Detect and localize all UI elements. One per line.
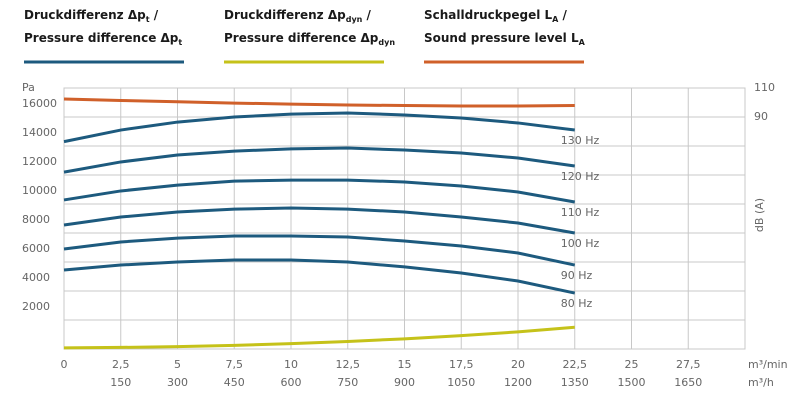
legend-text: Pressure difference Δp [224,31,379,45]
legend-label: Pressure difference Δpt [24,31,182,48]
y2-tick-label: 90 [754,110,768,123]
x-tick-label: 15 [398,358,412,371]
x-tick-label: 5 [174,358,181,371]
legend-sub: A [579,38,586,47]
curve-label: 100 Hz [561,237,600,250]
legend-sub: dyn [346,15,363,24]
legend-text: / [150,8,159,22]
x-tick-label: 7,5 [226,358,244,371]
legend-text: / [362,8,371,22]
x2-tick-label: 1500 [618,376,646,389]
curve-label: 90 Hz [561,269,593,282]
x2-tick-label: 450 [224,376,245,389]
series-line [63,178,576,204]
legend-label: Druckdifferenz Δpt / [24,8,159,25]
x2-tick-label: 1200 [504,376,532,389]
x2-tick-label: 300 [167,376,188,389]
legend-text: Druckdifferenz Δp [24,8,146,22]
y2-axis-label: dB (A) [753,198,766,232]
x2-tick-label: 1650 [674,376,702,389]
y-tick-label: 8000 [22,213,50,226]
x-tick-label: 22,5 [563,358,588,371]
x2-axis-label: m³/h [748,376,774,389]
x-axis-label: m³/min [748,358,788,371]
legend-text: Sound pressure level L [424,31,579,45]
legend-label: Schalldruckpegel LA / [424,8,568,25]
legend-text: Druckdifferenz Δp [224,8,346,22]
series-line [63,146,575,174]
y-tick-label: 12000 [22,155,57,168]
x-tick-label: 10 [284,358,298,371]
series-line [63,206,576,235]
x2-tick-label: 1350 [561,376,589,389]
legend-text: Pressure difference Δp [24,31,179,45]
y2-tick-label: 110 [754,81,775,94]
y-axis-label: Pa [22,81,35,94]
x2-tick-label: 150 [110,376,131,389]
curve-label: 80 Hz [561,297,593,310]
x-tick-label: 2,5 [112,358,130,371]
legend-sub: dyn [378,38,395,47]
y-tick-label: 6000 [22,242,50,255]
legend-text: / [558,8,567,22]
series-line [63,111,575,144]
legend-label: Pressure difference Δpdyn [224,31,395,48]
curve-label: 120 Hz [561,170,600,183]
x2-tick-label: 750 [337,376,358,389]
x-tick-label: 0 [61,358,68,371]
series-line [63,258,576,295]
y-tick-label: 10000 [22,184,57,197]
curve-label: 110 Hz [561,206,600,219]
x-tick-label: 12,5 [336,358,361,371]
series-line [63,325,575,350]
y-tick-label: 4000 [22,271,50,284]
y-tick-label: 14000 [22,126,57,139]
x-tick-label: 17,5 [449,358,474,371]
legend-sub: t [178,38,182,47]
y-tick-label: 2000 [22,300,50,313]
x-tick-label: 20 [511,358,525,371]
y-tick-label: 16000 [22,97,57,110]
x-tick-label: 25 [625,358,639,371]
x-tick-label: 27,5 [676,358,701,371]
x2-tick-label: 600 [281,376,302,389]
series-line [63,234,576,267]
curve-label: 130 Hz [561,134,600,147]
series-line [63,97,575,108]
legend-text: Schalldruckpegel L [424,8,553,22]
x2-tick-label: 1050 [447,376,475,389]
legend-label: Druckdifferenz Δpdyn / [224,8,372,25]
legend-sub: A [552,15,559,24]
legend-label: Sound pressure level LA [424,31,586,48]
legend-sub: t [146,15,150,24]
x2-tick-label: 900 [394,376,415,389]
